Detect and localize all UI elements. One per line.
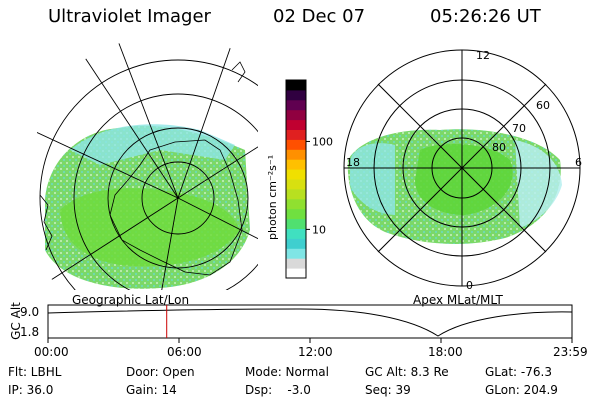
glat-status: GLat: -76.3 xyxy=(485,365,552,379)
time-tick-0600: 06:00 xyxy=(167,345,202,359)
ip-status: IP: 36.0 xyxy=(8,383,54,397)
geographic-map xyxy=(30,30,258,290)
colorbar-swatch xyxy=(286,149,306,160)
colorbar-swatch xyxy=(286,208,306,220)
geographic-caption: Geographic Lat/Lon xyxy=(72,293,190,307)
filter-status: Flt: LBHL xyxy=(8,365,62,379)
altitude-curve xyxy=(47,308,573,337)
time-tick-1800: 18:00 xyxy=(428,345,463,359)
colorbar-swatch xyxy=(286,218,306,229)
altitude-ytick-high: 9.0 xyxy=(20,305,40,319)
colorbar-label: photon cm⁻²s⁻¹ xyxy=(266,155,279,240)
instrument-title: Ultraviolet Imager xyxy=(48,6,211,27)
mode-status: Mode: Normal xyxy=(245,365,329,379)
coastline xyxy=(109,139,243,276)
colorbar-swatch xyxy=(286,139,306,150)
aurora-edge-left xyxy=(70,124,235,165)
door-status: Door: Open xyxy=(126,365,195,379)
aurora-edge-right xyxy=(350,143,395,215)
colorbar-tick-label: 10 xyxy=(312,223,326,236)
mlt-label: 12 xyxy=(476,49,490,62)
aurora-core-right xyxy=(415,144,513,215)
altitude-timeline-plot xyxy=(47,304,573,343)
altitude-ytick-low: 1.8 xyxy=(20,325,40,339)
colorbar-swatch xyxy=(286,248,306,259)
mlt-label: 18 xyxy=(346,156,360,169)
colorbar-frame xyxy=(285,79,307,279)
time-tick-0000: 00:00 xyxy=(34,345,69,359)
observation-date: 02 Dec 07 xyxy=(273,6,366,27)
colorbar-swatch xyxy=(286,179,306,190)
aurora-edge-right-2 xyxy=(515,140,562,228)
colorbar-swatch xyxy=(286,238,306,249)
colorbar-swatch xyxy=(286,258,306,269)
colorbar-swatch xyxy=(286,159,306,170)
colorbar-swatch xyxy=(286,169,306,180)
colorbar-swatch xyxy=(286,119,306,130)
mlt-label: 6 xyxy=(575,156,582,169)
time-tick-2359: 23:59 xyxy=(553,345,588,359)
colorbar-swatch xyxy=(286,268,306,279)
observation-time: 05:26:26 UT xyxy=(430,6,541,27)
colorbar-swatch xyxy=(286,80,306,91)
time-tick-1200: 12:00 xyxy=(298,345,333,359)
gain-status: Gain: 14 xyxy=(126,383,177,397)
colorbar-swatch xyxy=(286,99,306,111)
colorbar-swatch xyxy=(286,228,306,239)
aurora-core-left xyxy=(60,188,240,267)
magnetic-caption: Apex MLat/MLT xyxy=(413,293,503,307)
mlat-label: 60 xyxy=(536,99,550,112)
seq-status: Seq: 39 xyxy=(365,383,411,397)
mlt-label: 0 xyxy=(466,279,473,292)
colorbar-swatch xyxy=(286,109,306,121)
colorbar-swatch xyxy=(286,198,306,210)
colorbar-swatch xyxy=(286,129,306,140)
intensity-colorbar: 100 10 xyxy=(285,79,333,279)
mlat-label: 70 xyxy=(512,122,526,135)
colorbar-swatch xyxy=(286,89,306,101)
gc-altitude-status: GC Alt: 8.3 Re xyxy=(365,365,449,379)
colorbar-tick-label: 100 xyxy=(312,135,333,148)
colorbar-swatch xyxy=(286,188,306,200)
mlat-label: 80 xyxy=(492,141,506,154)
glon-status: GLon: 204.9 xyxy=(485,383,558,397)
dsp-status: Dsp: -3.0 xyxy=(245,383,311,397)
